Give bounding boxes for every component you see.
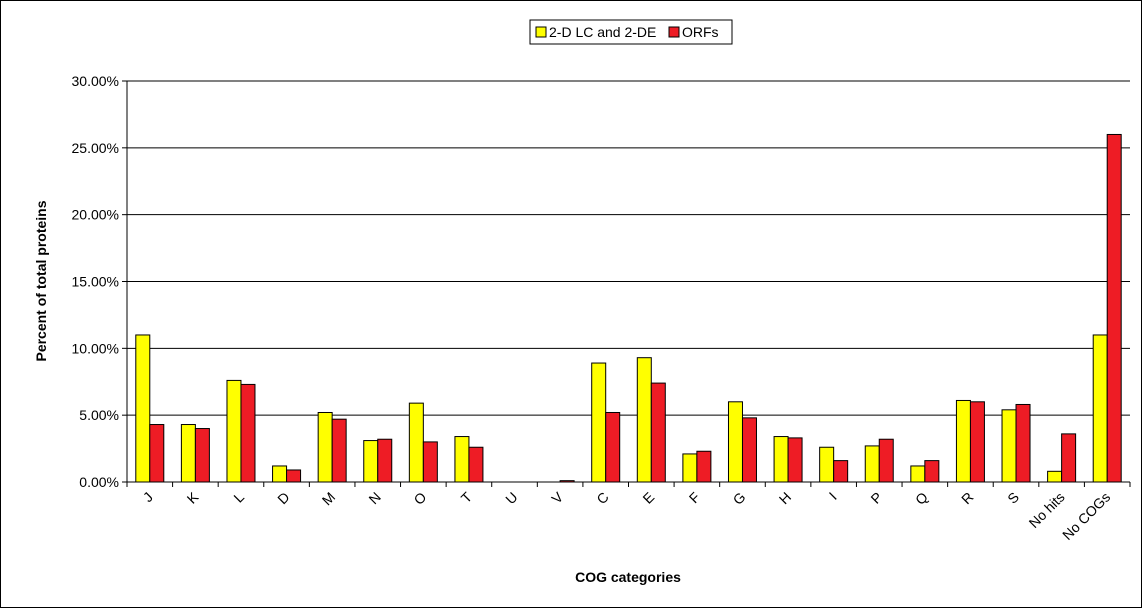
bar-series-2-i xyxy=(833,460,849,483)
bar-series-2-s xyxy=(1015,403,1031,483)
bar-series-2-no-cogs xyxy=(1106,133,1122,483)
axes-layer xyxy=(122,80,1131,487)
bar-series-1-j xyxy=(135,334,151,483)
bar-series-1-p xyxy=(864,445,880,483)
bar-series-1-f xyxy=(682,453,698,483)
bar-series-2-o xyxy=(422,441,438,483)
y-tick-label: 25.00% xyxy=(72,140,119,156)
bar-series-1-no-cogs xyxy=(1092,334,1108,483)
bar-series-2-p xyxy=(878,438,894,483)
bar-series-1-g xyxy=(727,401,743,483)
legend-swatch-series-1 xyxy=(535,26,547,38)
bar-series-1-m xyxy=(317,411,333,483)
x-axis-title: COG categories xyxy=(575,569,681,585)
bar-series-1-i xyxy=(819,446,835,483)
y-tick-label: 10.00% xyxy=(72,340,119,356)
bar-series-2-d xyxy=(286,469,302,483)
y-tick-label: 5.00% xyxy=(79,407,119,423)
bar-series-1-q xyxy=(910,465,926,483)
bar-series-2-h xyxy=(787,437,803,483)
bar-series-1-h xyxy=(773,436,789,483)
bar-series-2-no-hits xyxy=(1061,433,1077,483)
bar-series-1-k xyxy=(180,424,196,483)
y-axis-title: Percent of total proteins xyxy=(33,200,49,361)
bar-series-2-t xyxy=(468,446,484,483)
legend: 2-D LC and 2-DE ORFs xyxy=(529,19,733,45)
bar-series-2-f xyxy=(696,450,712,483)
bar-series-2-c xyxy=(605,411,621,483)
bar-series-2-k xyxy=(194,428,210,483)
bar-series-2-n xyxy=(377,438,393,483)
bar-series-1-d xyxy=(272,465,288,483)
bar-series-1-s xyxy=(1001,409,1017,483)
bar-series-2-g xyxy=(741,417,757,483)
bar-series-1-e xyxy=(636,357,652,483)
legend-box xyxy=(529,19,733,45)
bar-series-2-e xyxy=(650,382,666,483)
legend-label-series-2: ORFs xyxy=(682,24,719,40)
y-tick-label: 15.00% xyxy=(72,274,119,290)
y-tick-label: 0.00% xyxy=(79,474,119,490)
bar-series-2-m xyxy=(331,418,347,483)
legend-label-series-1: 2-D LC and 2-DE xyxy=(549,24,656,40)
bar-series-2-j xyxy=(149,424,165,483)
bar-series-1-n xyxy=(363,440,379,483)
bar-series-1-no-hits xyxy=(1047,470,1063,483)
y-tick-label: 20.00% xyxy=(72,207,119,223)
bar-series-1-c xyxy=(591,362,607,483)
bar-series-1-o xyxy=(408,402,424,483)
bar-series-1-r xyxy=(955,399,971,483)
y-tick-label: 30.00% xyxy=(72,73,119,89)
bar-series-2-r xyxy=(969,401,985,483)
bar-series-2-l xyxy=(240,383,256,483)
bar-series-2-q xyxy=(924,460,940,483)
bar-series-1-t xyxy=(454,436,470,483)
bar-series-1-l xyxy=(226,379,242,483)
legend-swatch-series-2 xyxy=(668,26,680,38)
